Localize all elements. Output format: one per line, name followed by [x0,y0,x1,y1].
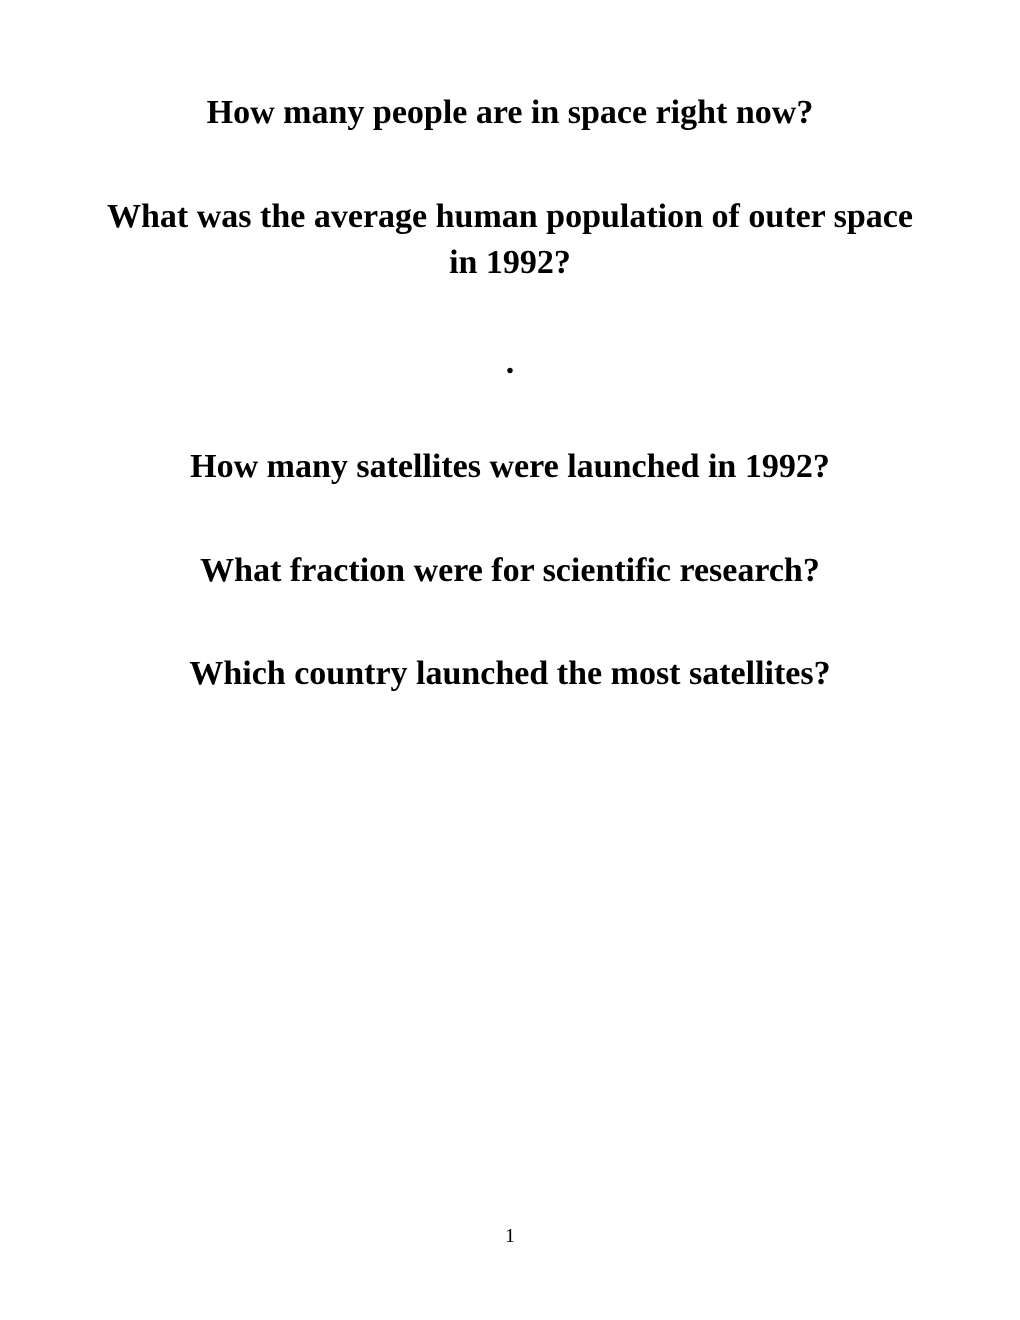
question-heading-5: Which country launched the most satellit… [100,651,920,697]
page-number: 1 [0,1225,1020,1248]
question-heading-4: What fraction were for scientific resear… [100,548,920,594]
section-separator: . [100,344,920,382]
question-heading-2: What was the average human population of… [100,194,920,286]
question-heading-1: How many people are in space right now? [100,90,920,136]
document-page: How many people are in space right now? … [0,0,1020,1320]
question-heading-3: How many satellites were launched in 199… [100,444,920,490]
